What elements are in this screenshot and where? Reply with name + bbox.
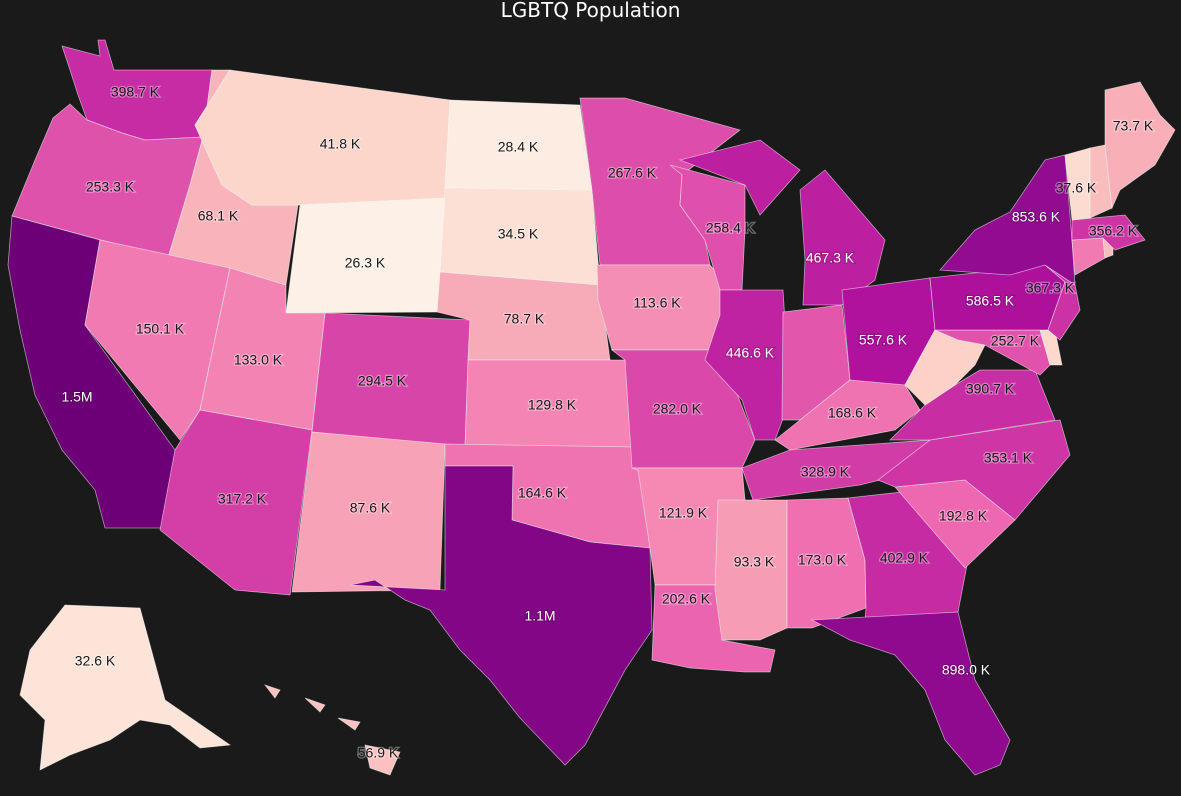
map-title: LGBTQ Population	[500, 0, 681, 22]
state-tx[interactable]	[349, 465, 653, 766]
state-nm[interactable]	[291, 431, 446, 593]
state-ny[interactable]	[939, 154, 1076, 286]
states-layer	[7, 39, 1176, 776]
state-nv[interactable]	[84, 239, 231, 441]
state-pa[interactable]	[929, 264, 1066, 331]
state-hi[interactable]	[263, 684, 401, 776]
state-nd[interactable]	[444, 99, 593, 191]
state-wy[interactable]	[285, 197, 446, 314]
state-az[interactable]	[159, 409, 313, 596]
state-mt[interactable]	[194, 69, 451, 206]
state-fl[interactable]	[810, 611, 1011, 776]
state-ct[interactable]	[1071, 237, 1106, 276]
state-ky[interactable]	[774, 379, 921, 451]
state-ma[interactable]	[1071, 214, 1146, 251]
state-ms[interactable]	[714, 499, 788, 641]
state-sd[interactable]	[439, 187, 601, 286]
state-co[interactable]	[311, 312, 471, 449]
state-me[interactable]	[1104, 81, 1176, 210]
state-ak[interactable]	[19, 604, 232, 771]
state-ks[interactable]	[464, 359, 639, 449]
